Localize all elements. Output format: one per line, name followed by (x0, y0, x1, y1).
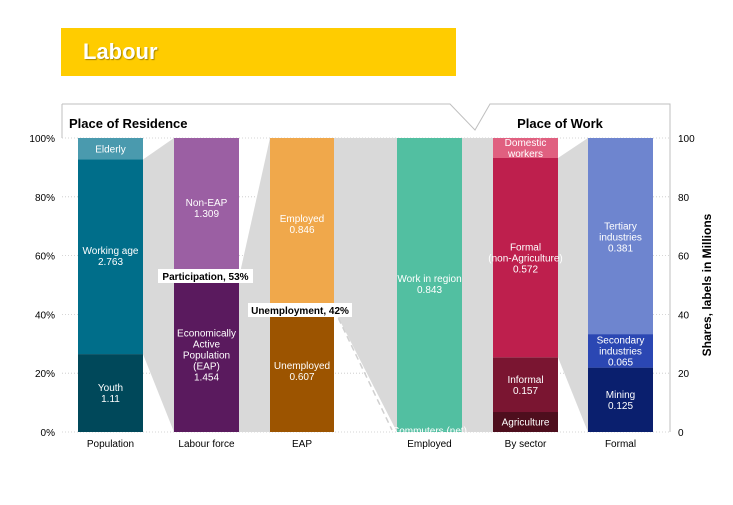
y-tick-left-1: 20% (35, 369, 55, 380)
x-tick-label-2: EAP (292, 439, 312, 450)
label-working-age-0: Working age (83, 246, 139, 257)
label-mining-1: 0.125 (608, 401, 633, 412)
y-tick-right-1: 20 (678, 369, 690, 380)
x-tick-label-4: By sector (505, 439, 547, 450)
annotation-unemployment-box (248, 303, 352, 317)
bar-population-2 (78, 138, 143, 160)
label-informal-1: 0.157 (513, 386, 538, 397)
label-commuters: Commuters (net) (392, 426, 467, 437)
y-tick-right-4: 80 (678, 193, 690, 204)
label-youth-1: 1.11 (101, 394, 120, 405)
x-tick-label-1: Labour force (178, 439, 235, 450)
label-tertiary-1: industries (599, 233, 642, 244)
bar-employed-1 (397, 138, 462, 431)
label-elderly-0: Elderly (95, 145, 126, 156)
bar-labour-force-1 (174, 138, 239, 278)
label-formal-non-agri-1: (non-Agriculture) (488, 254, 562, 265)
x-tick-label-3: Employed (407, 439, 451, 450)
label-youth-0: Youth (98, 383, 123, 394)
y-tick-right-0: 0 (678, 428, 684, 439)
label-informal-0: Informal (507, 375, 543, 386)
y-tick-right-5: 100 (678, 134, 695, 145)
y-tick-left-3: 60% (35, 252, 55, 263)
label-mining-0: Mining (606, 390, 635, 401)
label-work-in-region-0: Work in region (397, 274, 461, 285)
y-tick-left-2: 40% (35, 310, 55, 321)
connector-employed-sector (462, 138, 493, 432)
bar-eap-1 (270, 138, 334, 310)
y-tick-left-4: 80% (35, 193, 55, 204)
bar-eap-0 (270, 309, 334, 432)
annotation-participation-box (158, 269, 253, 283)
bar-population-1 (78, 159, 143, 355)
label-unemployed-1: 0.607 (289, 372, 314, 383)
label-tertiary-0: Tertiary (604, 222, 637, 233)
bar-by-sector-2 (493, 157, 558, 358)
label-formal-non-agri-2: 0.572 (513, 265, 538, 276)
label-eap-1: Active (193, 340, 221, 351)
label-non-eap-1: 1.309 (194, 209, 219, 220)
label-agriculture-0: Agriculture (502, 418, 550, 429)
label-eap-0: Economically (177, 329, 236, 340)
bar-by-sector-0 (493, 412, 558, 432)
label-tertiary-2: 0.381 (608, 244, 633, 255)
x-tick-label-0: Population (87, 439, 134, 450)
y-axis-label-right: Shares, labels in Millions (700, 213, 714, 356)
label-eap-4: 1.454 (194, 373, 219, 384)
section-title-work: Place of Work (517, 116, 604, 131)
label-employed-0: Employed (280, 214, 324, 225)
label-employed-1: 0.846 (289, 225, 314, 236)
annotation-participation: Participation, 53% (162, 272, 248, 283)
bar-by-sector-1 (493, 357, 558, 413)
connector-eap-employed (334, 138, 397, 432)
section-title-residence: Place of Residence (69, 116, 188, 131)
label-non-eap-0: Non-EAP (186, 198, 228, 209)
connector-population-labour (143, 138, 174, 432)
y-tick-left-5: 100% (29, 134, 55, 145)
bar-labour-force-0 (174, 277, 239, 432)
label-secondary-0: Secondary (597, 336, 645, 347)
page-title: Labour (83, 39, 158, 64)
title-banner: Labour (61, 28, 456, 76)
label-formal-non-agri-0: Formal (510, 243, 541, 254)
x-tick-label-5: Formal (605, 439, 636, 450)
bar-by-sector-3 (493, 138, 558, 158)
connector-sector-formal (558, 138, 588, 432)
section-frame (61, 103, 671, 138)
label-unemployed-0: Unemployed (274, 361, 330, 372)
annotation-unemployment: Unemployment, 42% (251, 306, 349, 317)
bar-formal-2 (588, 138, 653, 335)
bar-population-0 (78, 354, 143, 432)
label-eap-3: (EAP) (193, 362, 220, 373)
label-domestic-0: Domestic (505, 138, 547, 149)
label-secondary-2: 0.065 (608, 358, 633, 369)
bar-formal-0 (588, 367, 653, 432)
label-domestic-1: workers (507, 149, 543, 160)
y-tick-right-3: 60 (678, 252, 690, 263)
bar-formal-1 (588, 334, 653, 368)
label-work-in-region-1: 0.843 (417, 285, 442, 296)
label-eap-2: Population (183, 351, 230, 362)
bar-employed-0 (397, 430, 462, 432)
unemployment-dashed-line (333, 308, 393, 431)
label-secondary-1: industries (599, 347, 642, 358)
y-tick-right-2: 40 (678, 310, 690, 321)
y-tick-left-0: 0% (41, 428, 56, 439)
label-working-age-1: 2.763 (98, 257, 123, 268)
connector-labour-eap (239, 138, 270, 432)
